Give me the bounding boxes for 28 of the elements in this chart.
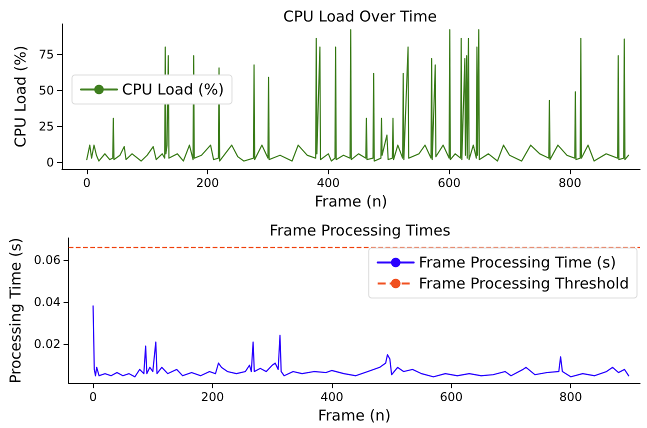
y-tick-label: 50: [38, 83, 54, 98]
line-series: [86, 29, 630, 162]
y-tick-label: 25: [38, 119, 54, 134]
x-tick-label: 800: [559, 390, 582, 404]
chart-title: Frame Processing Times: [270, 222, 451, 240]
x-tick-label: 600: [440, 390, 463, 404]
y-tick-label: 0.04: [34, 295, 61, 310]
y-tick-label: 75: [38, 47, 54, 62]
legend-label: CPU Load (%): [122, 80, 224, 98]
x-tick-label: 400: [316, 176, 340, 190]
y-tick-label: 0: [46, 155, 54, 170]
y-tick-label: 0.02: [34, 337, 61, 352]
line-series: [92, 305, 630, 378]
x-axis-title: Frame (n): [314, 192, 388, 210]
x-tick-label: 400: [320, 390, 344, 404]
chart-title: CPU Load Over Time: [283, 8, 437, 26]
legend-label: Frame Processing Threshold: [418, 274, 630, 292]
x-tick-label: 0: [89, 390, 97, 404]
x-tick-label: 800: [558, 176, 582, 190]
x-tick-label: 200: [201, 390, 224, 404]
y-axis-title: Processing Time (s): [6, 238, 24, 384]
y-axis-title: CPU Load (%): [11, 46, 30, 148]
x-tick-label: 0: [82, 176, 91, 190]
x-tick-label: 600: [438, 176, 461, 190]
legend-label: Frame Processing Time (s): [418, 254, 616, 272]
y-tick-label: 0.06: [34, 253, 61, 268]
x-tick-label: 200: [196, 176, 220, 190]
x-axis-title: Frame (n): [318, 406, 391, 424]
